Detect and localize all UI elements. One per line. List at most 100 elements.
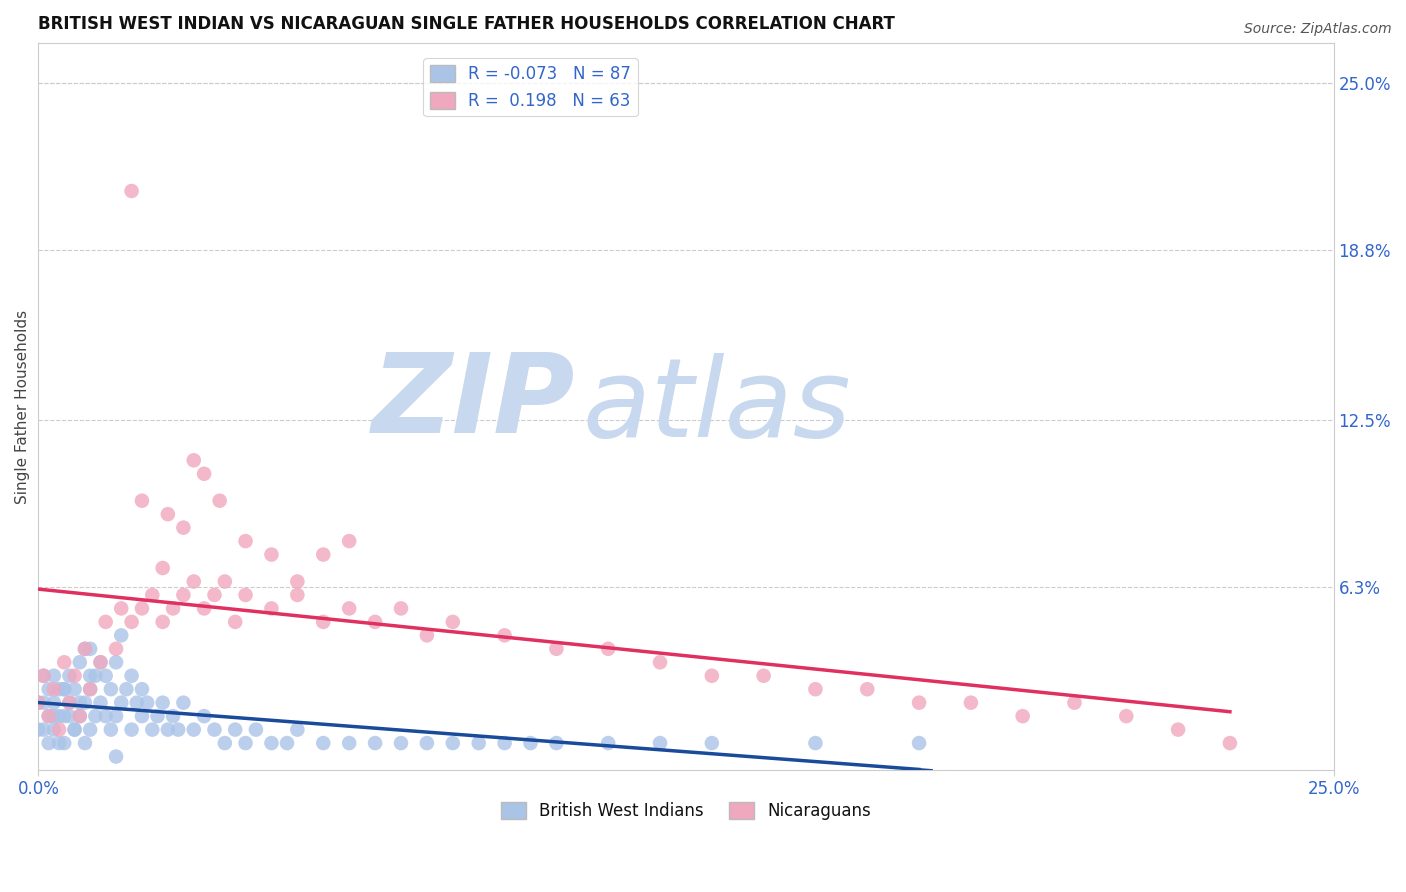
Point: [312, 548, 335, 562]
Point: [89, 655, 111, 669]
Point: [287, 723, 309, 737]
Point: [110, 601, 132, 615]
Point: [224, 615, 246, 629]
Point: [287, 588, 309, 602]
Point: [337, 736, 360, 750]
Point: [42, 696, 65, 710]
Point: [312, 615, 335, 629]
Point: [389, 601, 412, 615]
Point: [53, 736, 76, 750]
Point: [63, 682, 86, 697]
Point: [441, 615, 464, 629]
Point: [79, 641, 101, 656]
Text: Source: ZipAtlas.com: Source: ZipAtlas.com: [1244, 22, 1392, 37]
Point: [467, 736, 489, 750]
Point: [73, 696, 96, 710]
Point: [152, 696, 174, 710]
Point: [131, 493, 153, 508]
Point: [32, 669, 55, 683]
Point: [152, 561, 174, 575]
Point: [38, 736, 60, 750]
Point: [105, 709, 128, 723]
Point: [131, 601, 153, 615]
Point: [416, 628, 439, 642]
Point: [648, 736, 671, 750]
Point: [193, 709, 215, 723]
Point: [141, 588, 163, 602]
Point: [494, 736, 516, 750]
Point: [260, 736, 283, 750]
Point: [38, 682, 60, 697]
Point: [235, 588, 257, 602]
Point: [89, 655, 111, 669]
Point: [162, 709, 184, 723]
Point: [42, 709, 65, 723]
Point: [131, 682, 153, 697]
Point: [337, 534, 360, 549]
Point: [156, 507, 179, 521]
Point: [79, 682, 101, 697]
Point: [58, 696, 80, 710]
Text: atlas: atlas: [582, 353, 851, 460]
Point: [141, 723, 163, 737]
Text: ZIP: ZIP: [373, 350, 576, 457]
Point: [214, 736, 236, 750]
Point: [183, 574, 205, 589]
Point: [193, 467, 215, 481]
Point: [287, 574, 309, 589]
Point: [364, 736, 387, 750]
Point: [69, 696, 91, 710]
Point: [79, 723, 101, 737]
Point: [63, 669, 86, 683]
Point: [441, 736, 464, 750]
Point: [224, 723, 246, 737]
Point: [58, 696, 80, 710]
Point: [152, 615, 174, 629]
Point: [27, 723, 49, 737]
Point: [63, 723, 86, 737]
Point: [105, 641, 128, 656]
Point: [53, 709, 76, 723]
Point: [32, 696, 55, 710]
Point: [84, 669, 107, 683]
Point: [214, 574, 236, 589]
Point: [105, 749, 128, 764]
Point: [389, 736, 412, 750]
Point: [48, 682, 70, 697]
Point: [245, 723, 267, 737]
Point: [42, 723, 65, 737]
Point: [110, 696, 132, 710]
Point: [519, 736, 541, 750]
Point: [312, 736, 335, 750]
Point: [48, 709, 70, 723]
Point: [110, 628, 132, 642]
Point: [1219, 736, 1241, 750]
Point: [63, 723, 86, 737]
Point: [27, 696, 49, 710]
Point: [960, 696, 983, 710]
Point: [700, 669, 723, 683]
Point: [42, 669, 65, 683]
Point: [38, 709, 60, 723]
Point: [121, 669, 143, 683]
Point: [337, 601, 360, 615]
Legend: British West Indians, Nicaraguans: British West Indians, Nicaraguans: [495, 796, 877, 827]
Point: [136, 696, 159, 710]
Point: [598, 641, 620, 656]
Point: [260, 601, 283, 615]
Point: [94, 669, 117, 683]
Point: [856, 682, 879, 697]
Point: [752, 669, 775, 683]
Point: [193, 601, 215, 615]
Point: [183, 453, 205, 467]
Point: [69, 655, 91, 669]
Point: [53, 682, 76, 697]
Point: [58, 669, 80, 683]
Point: [27, 696, 49, 710]
Point: [48, 736, 70, 750]
Y-axis label: Single Father Households: Single Father Households: [15, 310, 30, 503]
Point: [1011, 709, 1033, 723]
Point: [79, 669, 101, 683]
Point: [48, 723, 70, 737]
Point: [204, 723, 226, 737]
